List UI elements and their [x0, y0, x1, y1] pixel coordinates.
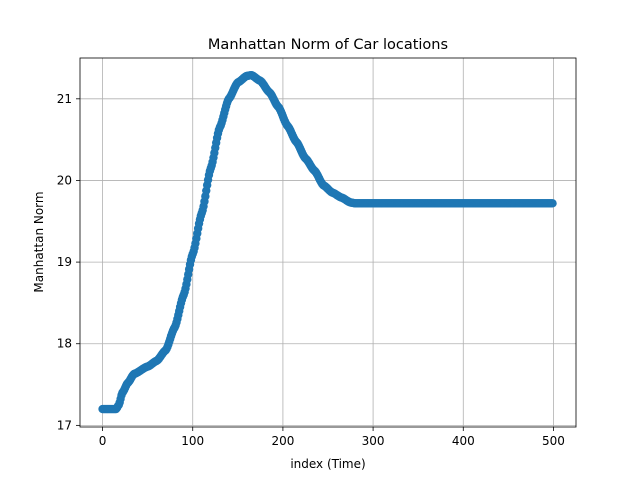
x-tick-label: 300: [362, 434, 385, 448]
axis-ticks: 0 100 200 300 400 500 17 18 19 20 21: [57, 92, 565, 448]
grid: [80, 58, 576, 427]
x-tick-label: 100: [181, 434, 204, 448]
x-tick-label: 500: [542, 434, 565, 448]
x-tick-label: 400: [452, 434, 475, 448]
plot-frame: [79, 57, 577, 428]
chart-title: Manhattan Norm of Car locations: [208, 37, 448, 53]
y-tick-label: 17: [57, 418, 72, 432]
data-point: [548, 199, 557, 208]
x-tick-label: 0: [99, 434, 107, 448]
y-tick-label: 21: [57, 92, 72, 106]
y-tick-label: 20: [57, 173, 72, 187]
x-tick-label: 200: [271, 434, 294, 448]
y-tick-label: 19: [57, 255, 72, 269]
y-axis-label: Manhattan Norm: [32, 191, 46, 292]
data-points: [98, 70, 557, 414]
y-tick-label: 18: [57, 337, 72, 351]
x-axis-label: index (Time): [290, 457, 365, 471]
